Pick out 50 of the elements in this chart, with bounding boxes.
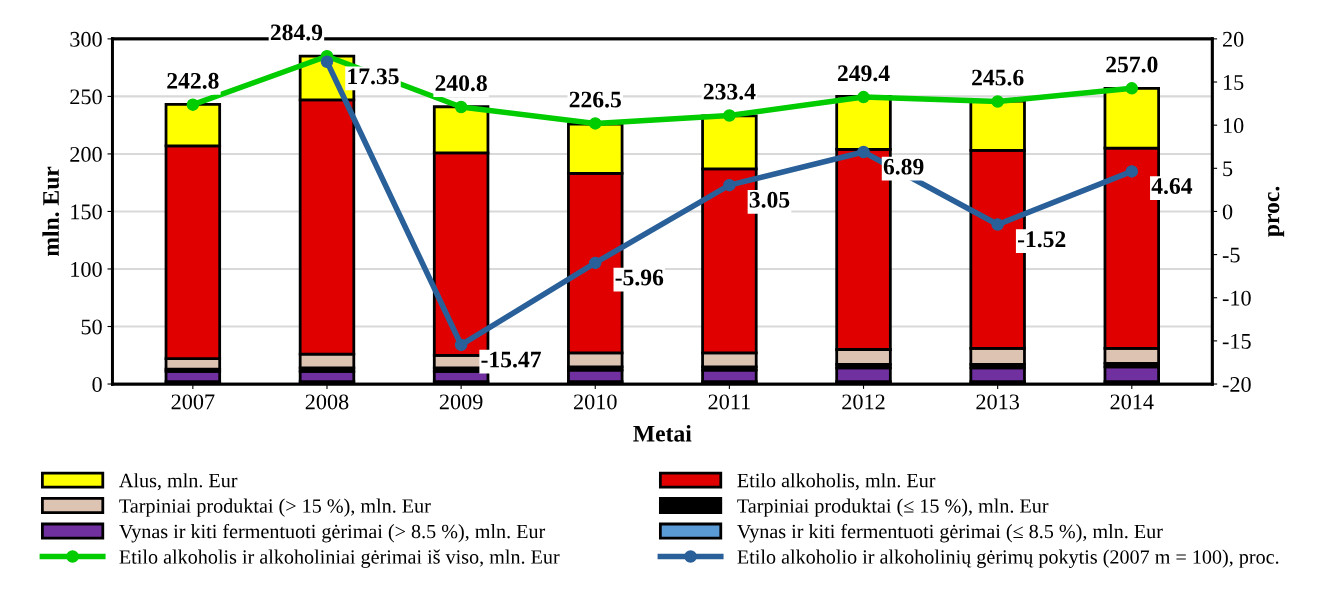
data-label: -5.96	[615, 269, 664, 286]
y-tick-label: 150	[71, 204, 102, 220]
x-tick-label: 2009	[439, 394, 483, 410]
data-label: 3.05	[749, 191, 790, 208]
data-label: 226.5	[569, 91, 621, 108]
y2-tick-label: -5	[1222, 247, 1240, 263]
y-tick-label: 300	[70, 31, 102, 47]
x-tick-label: 2011	[708, 394, 750, 410]
legend-label: Alus, mln. Eur	[119, 473, 238, 491]
x-axis-title: Metai	[633, 425, 692, 442]
y2-tick-label: -15	[1222, 333, 1251, 349]
y2-tick-label: 5	[1223, 161, 1233, 177]
x-tick-label: 2012	[842, 394, 885, 410]
legend-label: Etilo alkoholis ir alkoholiniai gėrimai iš viso, mln. Eur	[119, 549, 560, 568]
legend-label: Tarpiniai produktai (> 15 %), mln. Eur	[119, 498, 431, 517]
y-tick-label: 100	[71, 261, 102, 277]
y-tick-label: 250	[70, 89, 102, 105]
legend-label: Etilo alkoholis, mln. Eur	[737, 473, 936, 491]
legend-label: Vynas ir kiti fermentuoti gėrimai (≤ 8.5 %), mln. Eur	[737, 523, 1163, 543]
y2-tick-label: 10	[1223, 118, 1244, 134]
data-label: 245.6	[972, 69, 1024, 86]
y2-tick-label: -10	[1222, 290, 1251, 306]
data-label: 4.64	[1151, 178, 1193, 195]
legend-label: Etilo alkoholio ir alkoholinių gėrimų pokytis (2007 m = 100), proc.	[737, 549, 1279, 568]
data-label: 17.35	[348, 68, 399, 85]
data-label: -15.47	[481, 351, 541, 368]
data-label: 249.4	[837, 65, 890, 82]
data-label: 240.8	[435, 75, 487, 92]
x-tick-label: 2010	[574, 394, 617, 410]
legend-label: Tarpiniai produktai (≤ 15 %), mln. Eur	[737, 498, 1049, 517]
legend-label: Vynas ir kiti fermentuoti gėrimai (> 8.5 %), mln. Eur	[119, 523, 546, 543]
data-label: 242.8	[167, 72, 219, 89]
y2-tick-label: -20	[1222, 376, 1251, 392]
y2-axis-title: proc.	[1267, 186, 1285, 237]
data-label: 284.9	[270, 24, 323, 41]
y2-tick-label: 15	[1223, 75, 1244, 90]
data-label: 233.4	[703, 83, 756, 100]
x-tick-label: 2008	[305, 394, 349, 410]
data-label: -1.52	[1017, 231, 1066, 248]
y2-tick-label: 20	[1222, 31, 1244, 47]
data-label: 6.89	[883, 158, 924, 175]
y-tick-label: 50	[81, 319, 102, 335]
data-label: 257.0	[1106, 56, 1158, 73]
y2-tick-label: 0	[1222, 204, 1233, 220]
y-tick-label: 200	[70, 146, 102, 162]
x-tick-label: 2014	[1110, 394, 1154, 410]
y-axis-title: mln. Eur	[42, 166, 60, 257]
y-tick-label: 0	[92, 376, 102, 392]
x-tick-label: 2013	[976, 394, 1020, 410]
x-tick-label: 2007	[171, 394, 215, 410]
